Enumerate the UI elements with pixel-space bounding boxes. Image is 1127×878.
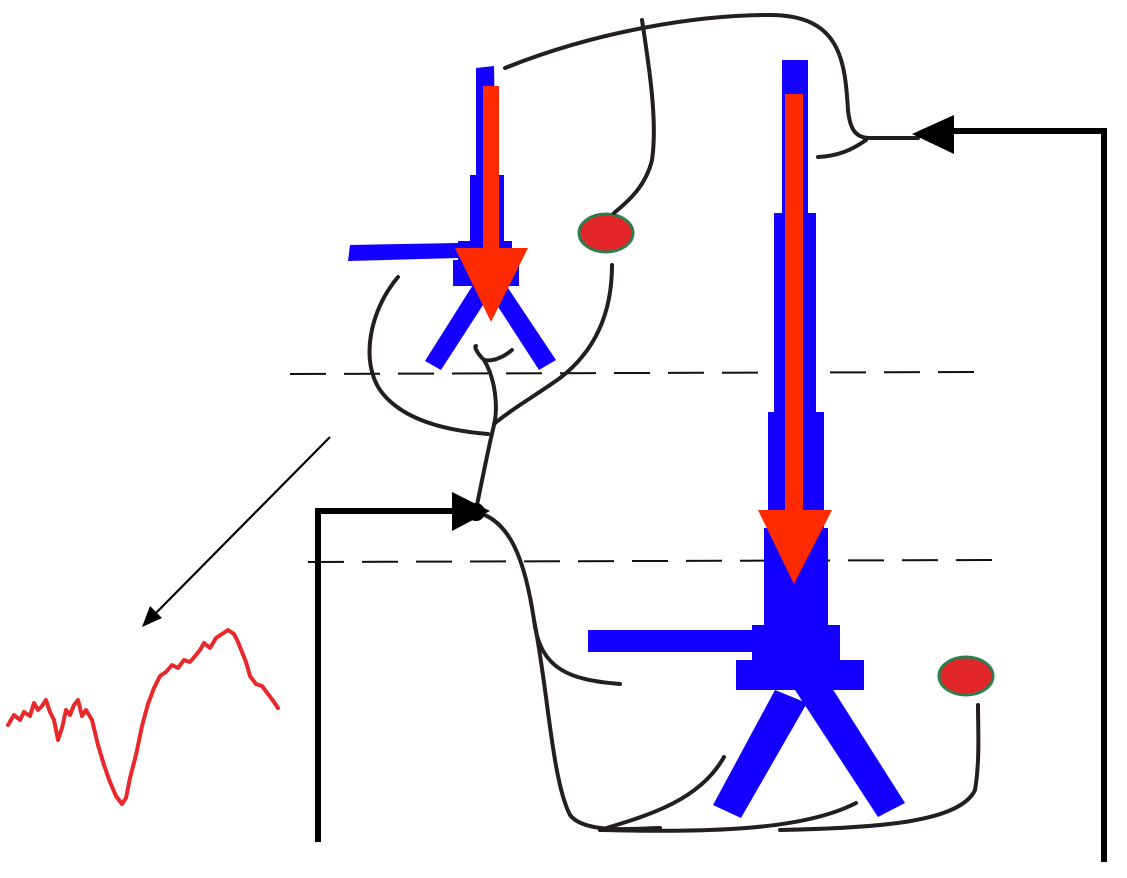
right-input-arrow-icon <box>912 115 954 154</box>
wire-network <box>367 12 981 833</box>
bottom-mid-wire <box>598 801 858 833</box>
signal-waveform-icon <box>6 628 280 806</box>
lower-electrode-icon <box>937 655 995 697</box>
right-input-line <box>912 115 1107 862</box>
lower-neuron-icon <box>588 60 905 818</box>
upper-neuron-icon <box>348 66 556 370</box>
upper-signal-arrow-icon <box>455 86 528 322</box>
left-input-line <box>315 492 490 842</box>
upper-electrode-wire <box>612 18 656 215</box>
left-dendrite-wire <box>367 275 490 436</box>
bottom-left-wire <box>598 755 726 832</box>
dashed-line-upper <box>289 371 979 375</box>
top-loop-wire <box>503 12 920 140</box>
basal-stem-wire <box>474 358 498 512</box>
upper-electrode-icon <box>577 212 635 254</box>
junction-dot <box>467 503 485 521</box>
electrode-down-wire <box>492 263 614 426</box>
recording-pointer-arrow-icon <box>142 436 331 627</box>
bottom-right-wire <box>778 703 981 832</box>
lower-apex-wire <box>816 138 868 159</box>
lower-signal-arrow-icon <box>758 94 832 584</box>
axon-wire <box>474 510 622 686</box>
dashed-line-lower <box>307 559 996 563</box>
basal-hook-wire <box>473 344 514 363</box>
